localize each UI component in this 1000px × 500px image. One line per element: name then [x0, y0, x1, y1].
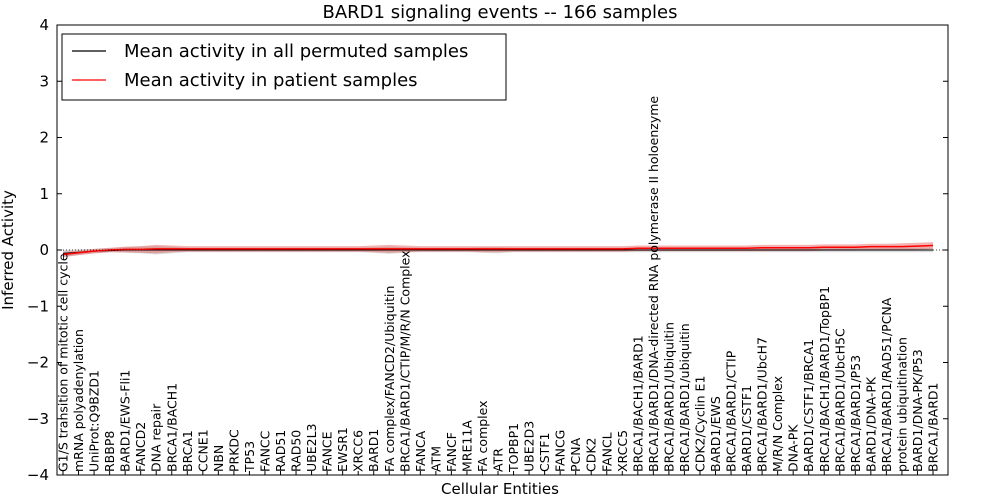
x-tick-label: BRCA1/BARD1/CTIP/M/R/N Complex	[397, 250, 412, 472]
x-tick-label: BRCA1/BACH1	[164, 383, 179, 472]
x-tick-label: BRCA1/BACH1/BARD1	[630, 335, 645, 472]
x-tick-label: BRCA1/BARD1/UbcH7	[755, 337, 770, 472]
y-axis-ticks: −4 −3 −2 −1 0 1 2 3 4	[27, 16, 948, 484]
x-tick-label: UBE2L3	[304, 424, 319, 473]
x-tick-label: BARD1/CSTF1	[739, 385, 754, 472]
x-tick-label: ATR	[491, 448, 506, 472]
x-tick-label: BRCA1/BARD1/P53	[848, 355, 863, 472]
y-tick-label: −4	[27, 466, 49, 484]
chart-title: BARD1 signaling events -- 166 samples	[323, 2, 678, 23]
y-tick-label: −2	[27, 354, 49, 372]
legend-label-permuted: Mean activity in all permuted samples	[124, 41, 468, 62]
x-tick-label: BRCA1/BARD1/CTIP	[724, 350, 739, 472]
x-tick-label: M/R/N Complex	[770, 376, 785, 472]
x-tick-label: PRKDC	[226, 429, 241, 472]
x-tick-label: BARD1/EWS-Fli1	[118, 370, 133, 472]
x-tick-label: TOPBP1	[506, 423, 521, 473]
y-tick-label: 1	[39, 185, 49, 203]
x-tick-label: mRNA polyadenylation	[71, 329, 86, 472]
x-tick-label: G1/S transition of mitotic cell cycle	[56, 253, 71, 472]
x-tick-label: XRCC6	[351, 430, 366, 472]
x-tick-label: BARD1/CSTF1/BRCA1	[801, 339, 816, 472]
legend: Mean activity in all permuted samples Me…	[61, 33, 507, 101]
x-tick-label: UniProt:Q9BZD1	[87, 370, 102, 472]
x-tick-label: TP53	[242, 441, 257, 473]
x-tick-label: CCNE1	[195, 429, 210, 472]
x-tick-label: FANCC	[257, 430, 272, 472]
x-tick-label: FA complex/FANCD2/Ubiquitin	[382, 286, 397, 472]
y-tick-label: 3	[39, 72, 49, 90]
x-tick-label: DNA-PK	[786, 424, 801, 472]
x-tick-label: FANCE	[320, 431, 335, 472]
x-tick-label: FA complex	[475, 400, 490, 472]
x-tick-label: CSTF1	[537, 433, 552, 472]
plot-area-frame	[56, 24, 949, 476]
x-tick-label: EWSR1	[335, 427, 350, 472]
x-tick-label: BRCA1/BACH1/BARD1/TopBP1	[817, 286, 832, 472]
x-tick-label: RAD50	[289, 430, 304, 472]
y-tick-label: 4	[39, 16, 49, 34]
x-tick-label: PCNA	[568, 437, 583, 472]
x-axis-category-labels: G1/S transition of mitotic cell cycle mRN…	[56, 96, 941, 475]
x-tick-label: BRCA1/BARD1/UbcH5C	[832, 328, 847, 472]
x-axis-label: Cellular Entities	[441, 480, 559, 498]
x-tick-label: FANCF	[444, 432, 459, 472]
x-tick-label: FANCL	[599, 432, 614, 472]
x-tick-label: BARD1	[366, 429, 381, 472]
x-tick-label: CDK2/Cyclin E1	[692, 376, 707, 472]
x-tick-label: NBN	[211, 445, 226, 472]
y-axis-label: Inferred Activity	[0, 190, 17, 310]
x-tick-label: BARD1/DNA-PK/P53	[910, 349, 925, 472]
y-tick-label: 0	[39, 241, 49, 259]
patient-samples-line	[62, 244, 934, 256]
x-tick-label: XRCC5	[615, 430, 630, 472]
x-tick-label: protein ubiquitination	[894, 337, 909, 472]
x-tick-label: DNA repair	[149, 403, 164, 472]
y-tick-label: −3	[27, 410, 49, 428]
x-tick-label: BRCA1/BARD1/ubiquitin	[677, 323, 692, 472]
x-tick-label: BRCA1/BARD1/RAD51/PCNA	[879, 297, 894, 472]
y-tick-label: −1	[27, 297, 49, 315]
x-tick-label: FANCA	[413, 430, 428, 472]
x-tick-label: BARD1/EWS	[708, 396, 723, 472]
legend-box	[61, 33, 507, 101]
x-tick-label: BARD1/DNA-PK	[863, 376, 878, 472]
x-tick-label: BRCA1	[180, 430, 195, 472]
x-tick-label: MRE11A	[459, 420, 474, 472]
x-tick-label: CDK2	[584, 437, 599, 472]
x-tick-label: BRCA1/BARD1/Ubiquitin	[661, 322, 676, 472]
x-tick-label: RBBP8	[102, 431, 117, 472]
x-tick-label: RAD51	[273, 430, 288, 472]
x-tick-label: UBE2D3	[522, 421, 537, 472]
x-tick-label: FANCD2	[133, 422, 148, 472]
x-tick-label: ATM	[428, 446, 443, 472]
y-tick-label: 2	[39, 129, 49, 147]
x-tick-label: BRCA1/BARD1/DNA-directed RNA polymerase …	[646, 96, 661, 472]
legend-label-patient: Mean activity in patient samples	[124, 70, 418, 91]
x-tick-label: BRCA1/BARD1	[926, 383, 941, 472]
x-tick-label: FANCG	[553, 430, 568, 472]
